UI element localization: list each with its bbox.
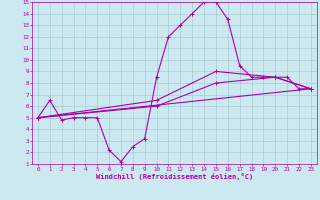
X-axis label: Windchill (Refroidissement éolien,°C): Windchill (Refroidissement éolien,°C) — [96, 173, 253, 180]
